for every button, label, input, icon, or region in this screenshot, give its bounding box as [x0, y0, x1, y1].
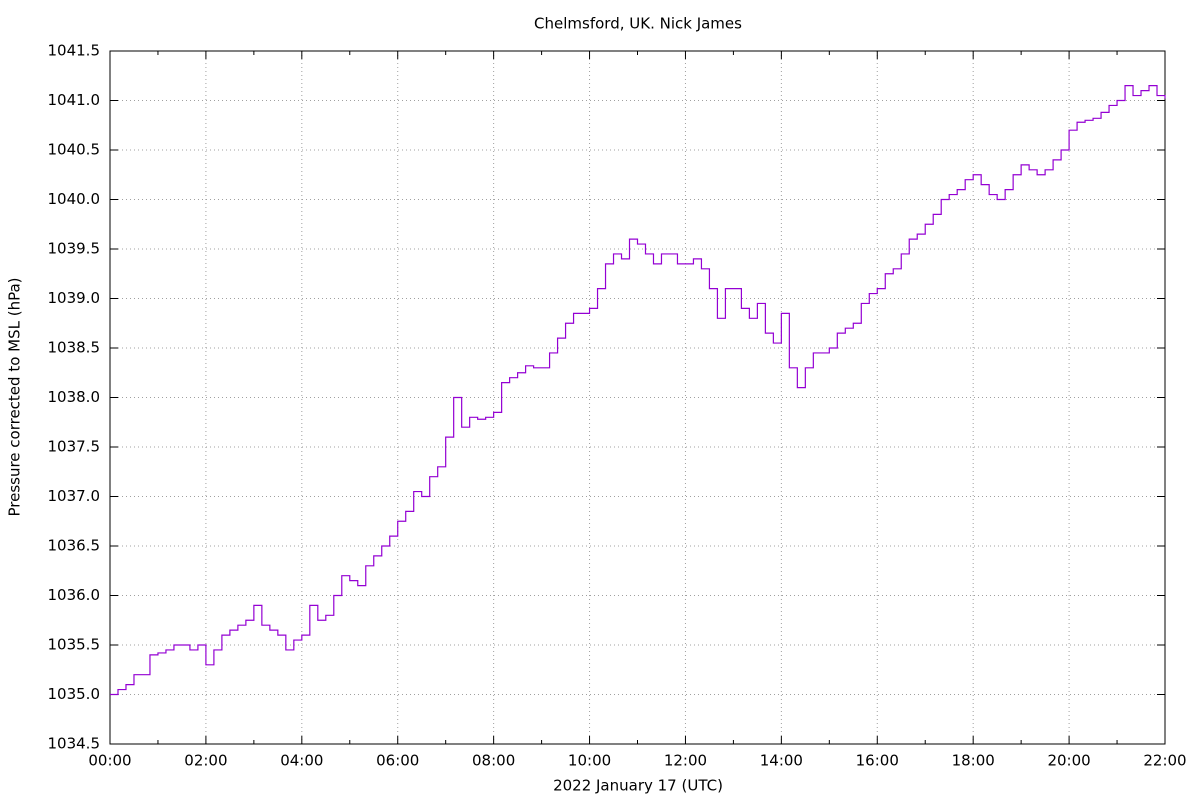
x-tick-label: 12:00 [664, 752, 707, 770]
chart-title: Chelmsford, UK. Nick James [534, 15, 742, 33]
y-tick-label: 1039.0 [48, 289, 101, 307]
pressure-line [110, 85, 1166, 696]
y-tick-label: 1036.5 [48, 537, 101, 555]
y-tick-label: 1037.5 [48, 438, 101, 456]
x-tick-label: 16:00 [856, 752, 899, 770]
y-tick-label: 1037.0 [48, 487, 101, 505]
x-tick-label: 10:00 [568, 752, 611, 770]
x-tick-label: 22:00 [1143, 752, 1186, 770]
y-tick-label: 1040.0 [48, 190, 101, 208]
x-tick-label: 20:00 [1047, 752, 1090, 770]
y-tick-label: 1035.5 [48, 636, 101, 654]
x-tick-label: 18:00 [952, 752, 995, 770]
x-tick-label: 06:00 [376, 752, 419, 770]
plot-border [109, 50, 1166, 745]
y-tick-label: 1040.5 [48, 141, 101, 159]
y-tick-label: 1034.5 [48, 735, 101, 753]
x-tick-label: 00:00 [88, 752, 131, 770]
x-tick-label: 14:00 [760, 752, 803, 770]
y-tick-label: 1041.0 [48, 91, 101, 109]
x-tick-label: 02:00 [184, 752, 227, 770]
y-tick-label: 1039.5 [48, 240, 101, 258]
x-tick-label: 08:00 [472, 752, 515, 770]
x-axis-label: 2022 January 17 (UTC) [553, 777, 723, 795]
y-tick-label: 1041.5 [48, 42, 101, 60]
y-tick-label: 1038.5 [48, 339, 101, 357]
y-tick-label: 1036.0 [48, 586, 101, 604]
x-tick-label: 04:00 [280, 752, 323, 770]
y-tick-label: 1035.0 [48, 685, 101, 703]
y-axis-label: Pressure corrected to MSL (hPa) [6, 277, 24, 516]
y-tick-label: 1038.0 [48, 388, 101, 406]
